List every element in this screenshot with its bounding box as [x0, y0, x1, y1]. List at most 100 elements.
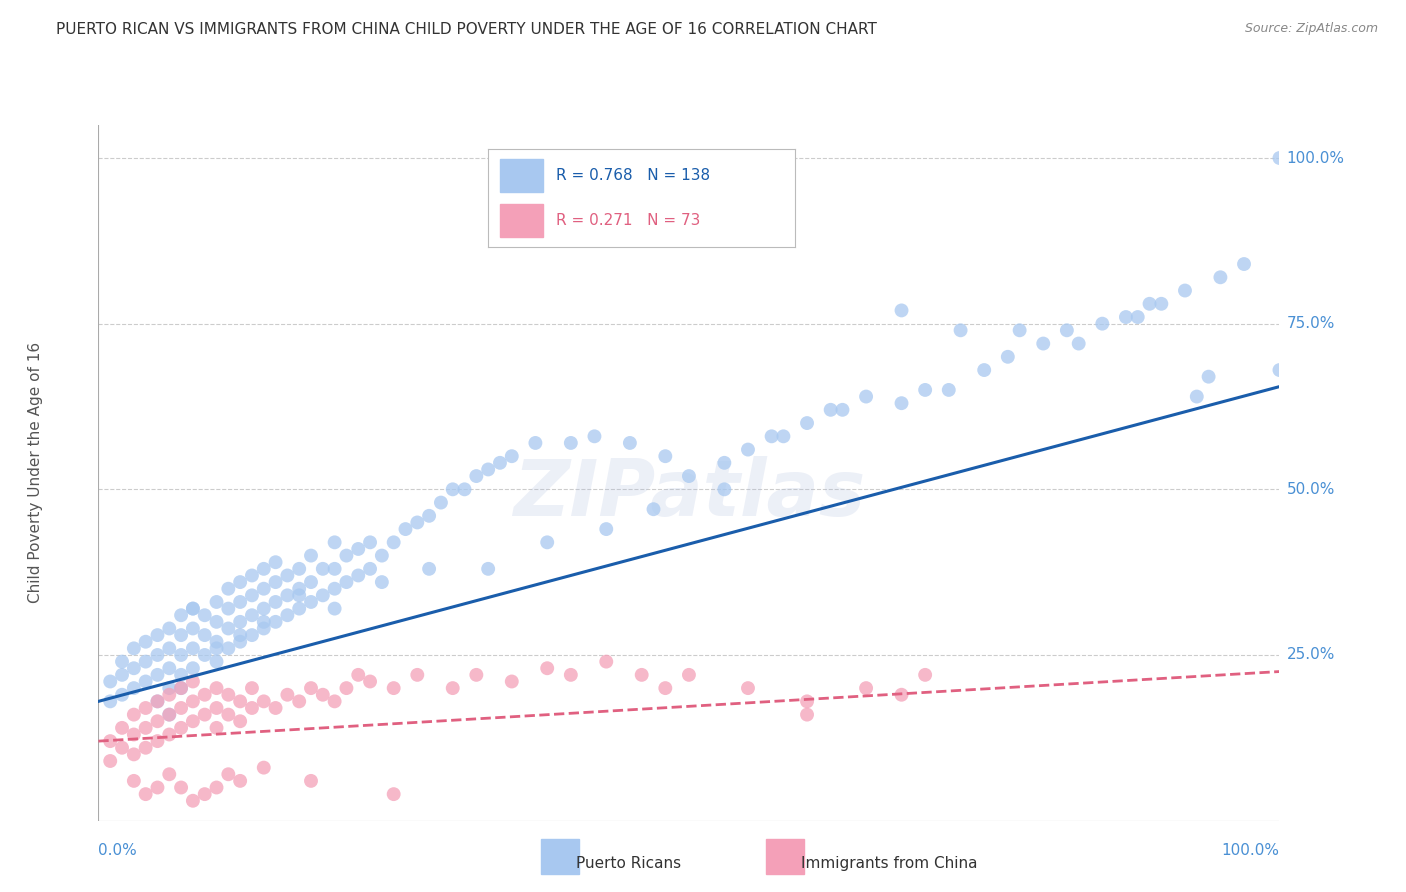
Point: [135, 787, 157, 801]
Point: [382, 535, 405, 549]
Point: [217, 622, 239, 636]
Point: [217, 582, 239, 596]
Point: [264, 555, 287, 569]
Point: [253, 615, 276, 629]
Point: [205, 701, 228, 715]
Point: [418, 562, 440, 576]
Point: [1067, 336, 1090, 351]
Point: [194, 688, 217, 702]
Point: [949, 323, 972, 337]
Point: [796, 707, 818, 722]
Point: [170, 668, 193, 682]
Point: [276, 568, 298, 582]
Point: [406, 668, 429, 682]
Point: [135, 634, 157, 648]
Point: [217, 688, 239, 702]
Point: [157, 727, 180, 741]
Point: [288, 582, 311, 596]
Point: [122, 707, 145, 722]
Point: [323, 562, 346, 576]
Point: [264, 575, 287, 590]
Point: [524, 436, 547, 450]
Point: [229, 575, 252, 590]
Point: [1198, 369, 1220, 384]
Point: [229, 595, 252, 609]
Point: [240, 701, 263, 715]
Point: [914, 668, 936, 682]
Point: [654, 681, 676, 695]
Point: [406, 516, 429, 530]
Point: [146, 668, 169, 682]
Point: [323, 694, 346, 708]
Point: [170, 681, 193, 695]
Point: [465, 469, 488, 483]
Point: [264, 701, 287, 715]
Point: [194, 787, 217, 801]
Point: [299, 595, 322, 609]
Point: [253, 694, 276, 708]
Point: [146, 628, 169, 642]
Point: [181, 674, 204, 689]
Point: [135, 674, 157, 689]
Point: [253, 601, 276, 615]
Point: [98, 674, 121, 689]
Point: [205, 681, 228, 695]
Point: [1174, 284, 1197, 298]
Point: [973, 363, 995, 377]
Point: [772, 429, 794, 443]
Point: [122, 681, 145, 695]
Point: [1268, 151, 1291, 165]
Point: [170, 721, 193, 735]
Point: [453, 483, 475, 497]
Point: [111, 655, 134, 669]
Text: Puerto Ricans: Puerto Ricans: [576, 856, 682, 871]
Point: [217, 601, 239, 615]
Point: [111, 688, 134, 702]
Point: [1268, 363, 1291, 377]
Point: [299, 681, 322, 695]
Point: [477, 462, 499, 476]
Point: [299, 575, 322, 590]
Point: [98, 694, 121, 708]
Point: [501, 674, 523, 689]
Point: [371, 575, 394, 590]
Point: [157, 661, 180, 675]
Point: [205, 634, 228, 648]
Point: [276, 688, 298, 702]
Point: [157, 707, 180, 722]
Point: [1185, 390, 1208, 404]
Point: [181, 694, 204, 708]
Point: [441, 483, 464, 497]
Point: [194, 628, 217, 642]
Point: [288, 694, 311, 708]
Point: [240, 568, 263, 582]
Point: [253, 582, 276, 596]
Point: [938, 383, 960, 397]
Point: [619, 436, 641, 450]
Point: [157, 681, 180, 695]
Point: [761, 429, 783, 443]
Point: [1126, 310, 1149, 324]
Point: [170, 628, 193, 642]
Bar: [501, 159, 544, 192]
Point: [643, 502, 665, 516]
Text: 75.0%: 75.0%: [1286, 316, 1334, 331]
Text: PUERTO RICAN VS IMMIGRANTS FROM CHINA CHILD POVERTY UNDER THE AGE OF 16 CORRELAT: PUERTO RICAN VS IMMIGRANTS FROM CHINA CH…: [56, 22, 877, 37]
Point: [418, 508, 440, 523]
Point: [205, 721, 228, 735]
Point: [122, 661, 145, 675]
Point: [205, 655, 228, 669]
Point: [122, 773, 145, 788]
Point: [737, 442, 759, 457]
Point: [1008, 323, 1031, 337]
Point: [583, 429, 606, 443]
Point: [560, 668, 582, 682]
Point: [217, 767, 239, 781]
Point: [240, 681, 263, 695]
Point: [831, 402, 853, 417]
Text: R = 0.271   N = 73: R = 0.271 N = 73: [555, 213, 700, 227]
Text: R = 0.768   N = 138: R = 0.768 N = 138: [555, 168, 710, 183]
Point: [157, 688, 180, 702]
Point: [1056, 323, 1078, 337]
Point: [288, 588, 311, 602]
